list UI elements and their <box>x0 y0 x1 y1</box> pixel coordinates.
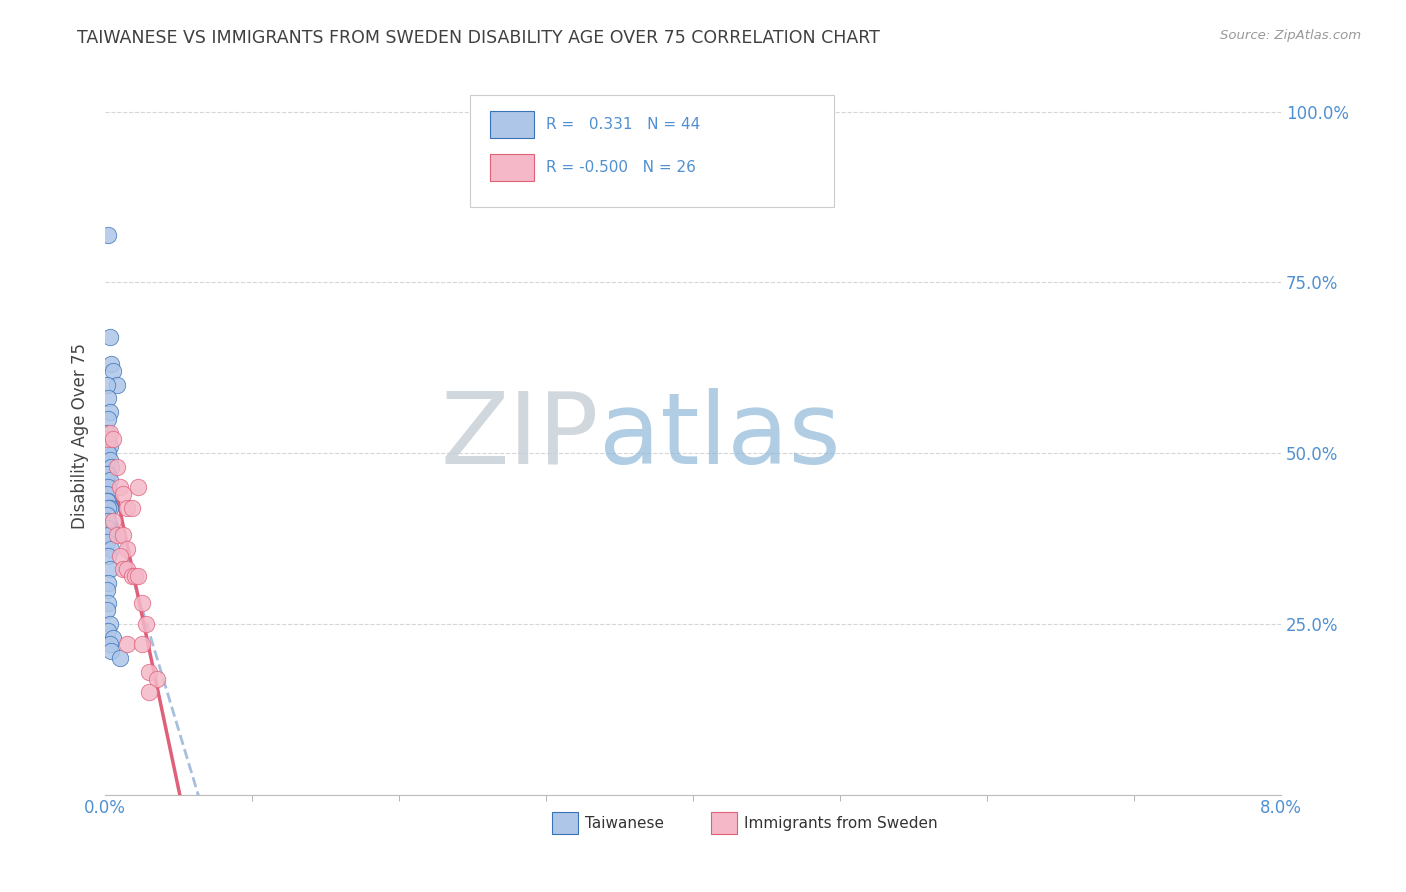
Point <box>97 575 120 590</box>
Point <box>138 685 160 699</box>
Point <box>97 433 120 447</box>
Point <box>98 637 121 651</box>
Point <box>100 357 122 371</box>
Point <box>96 603 118 617</box>
Point <box>98 474 121 488</box>
Point <box>121 569 143 583</box>
Point <box>97 528 120 542</box>
Point <box>96 446 118 460</box>
Point <box>97 494 120 508</box>
Point <box>108 480 131 494</box>
Point <box>97 624 120 638</box>
Point <box>101 433 124 447</box>
Point <box>101 515 124 529</box>
Point <box>111 562 134 576</box>
Point <box>145 672 167 686</box>
Text: R = -0.500   N = 26: R = -0.500 N = 26 <box>546 161 696 176</box>
Point <box>108 651 131 665</box>
Text: R =   0.331   N = 44: R = 0.331 N = 44 <box>546 117 700 132</box>
Point <box>105 459 128 474</box>
Point <box>121 500 143 515</box>
Point <box>96 521 118 535</box>
Point <box>108 549 131 563</box>
Text: Immigrants from Sweden: Immigrants from Sweden <box>744 815 938 830</box>
Point <box>98 528 121 542</box>
FancyBboxPatch shape <box>489 112 534 138</box>
Point <box>111 487 134 501</box>
FancyBboxPatch shape <box>489 154 534 181</box>
Point <box>98 425 121 440</box>
Point <box>100 644 122 658</box>
Point <box>135 616 157 631</box>
Text: Taiwanese: Taiwanese <box>585 815 664 830</box>
Point <box>100 541 122 556</box>
Point <box>127 480 149 494</box>
Point <box>98 405 121 419</box>
Point <box>117 562 139 576</box>
Point <box>97 480 120 494</box>
Point <box>98 330 121 344</box>
Point <box>96 494 118 508</box>
Point <box>98 439 121 453</box>
Point <box>98 500 121 515</box>
Point <box>98 616 121 631</box>
Text: Source: ZipAtlas.com: Source: ZipAtlas.com <box>1220 29 1361 42</box>
Point <box>105 528 128 542</box>
Point <box>96 487 118 501</box>
Point <box>96 535 118 549</box>
Text: TAIWANESE VS IMMIGRANTS FROM SWEDEN DISABILITY AGE OVER 75 CORRELATION CHART: TAIWANESE VS IMMIGRANTS FROM SWEDEN DISA… <box>77 29 880 46</box>
Point <box>117 637 139 651</box>
Y-axis label: Disability Age Over 75: Disability Age Over 75 <box>72 343 89 529</box>
Point <box>111 528 134 542</box>
Point <box>97 446 120 460</box>
Point <box>97 515 120 529</box>
Point <box>97 392 120 406</box>
Point <box>96 425 118 440</box>
Point <box>97 467 120 481</box>
FancyBboxPatch shape <box>710 812 737 834</box>
Point <box>105 377 128 392</box>
Point <box>97 549 120 563</box>
Point <box>117 500 139 515</box>
Point <box>117 541 139 556</box>
Text: ZIP: ZIP <box>440 387 599 484</box>
Point <box>96 377 118 392</box>
Point <box>97 227 120 242</box>
Point <box>138 665 160 679</box>
Point <box>131 637 153 651</box>
Point <box>97 433 120 447</box>
FancyBboxPatch shape <box>553 812 578 834</box>
Point <box>96 508 118 522</box>
Text: atlas: atlas <box>599 387 841 484</box>
FancyBboxPatch shape <box>470 95 834 207</box>
Point <box>98 453 121 467</box>
Point <box>131 596 153 610</box>
Point <box>96 467 118 481</box>
Point <box>97 500 120 515</box>
Point <box>124 569 146 583</box>
Point <box>96 582 118 597</box>
Point <box>100 459 122 474</box>
Point <box>101 631 124 645</box>
Point <box>127 569 149 583</box>
Point <box>97 412 120 426</box>
Point <box>97 596 120 610</box>
Point <box>98 562 121 576</box>
Point <box>101 364 124 378</box>
